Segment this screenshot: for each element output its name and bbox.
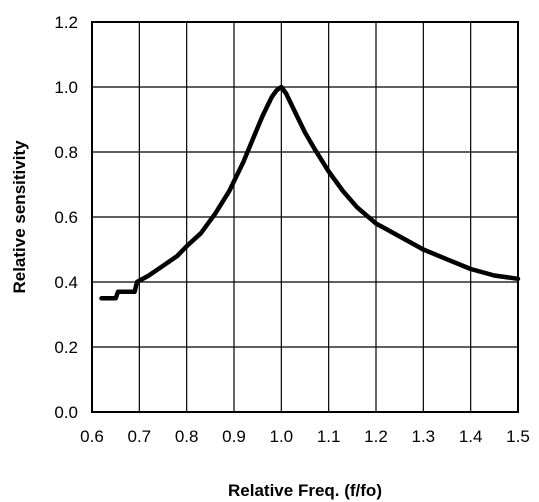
y-tick-label: 1.0 [54,78,78,97]
x-tick-label: 1.1 [317,427,341,446]
plot-frame [91,21,519,413]
x-tick-label: 0.7 [128,427,152,446]
y-axis-title: Relative sensitivity [10,140,29,294]
y-tick-label: 0.8 [54,143,78,162]
y-tick-label: 0.0 [54,403,78,422]
y-tick-label: 0.6 [54,208,78,227]
y-tick-label: 0.4 [54,273,78,292]
x-tick-label: 1.5 [506,427,530,446]
x-axis-title: Relative Freq. (f/fo) [228,481,382,500]
x-tick-label: 1.4 [459,427,483,446]
x-tick-label: 1.0 [270,427,294,446]
horizontal-gridlines [92,21,518,413]
y-tick-labels: 0.0 0.2 0.4 0.6 0.8 1.0 1.2 [54,13,78,422]
x-tick-label: 0.9 [222,427,246,446]
y-tick-label: 0.2 [54,338,78,357]
x-tick-label: 0.6 [80,427,104,446]
x-tick-labels: 0.6 0.7 0.8 0.9 1.0 1.1 1.2 1.3 1.4 1.5 [80,427,530,446]
y-tick-label: 1.2 [54,13,78,32]
x-tick-label: 1.3 [412,427,436,446]
x-tick-label: 0.8 [175,427,199,446]
sensitivity-curve [99,84,521,301]
x-tick-label: 1.2 [364,427,388,446]
